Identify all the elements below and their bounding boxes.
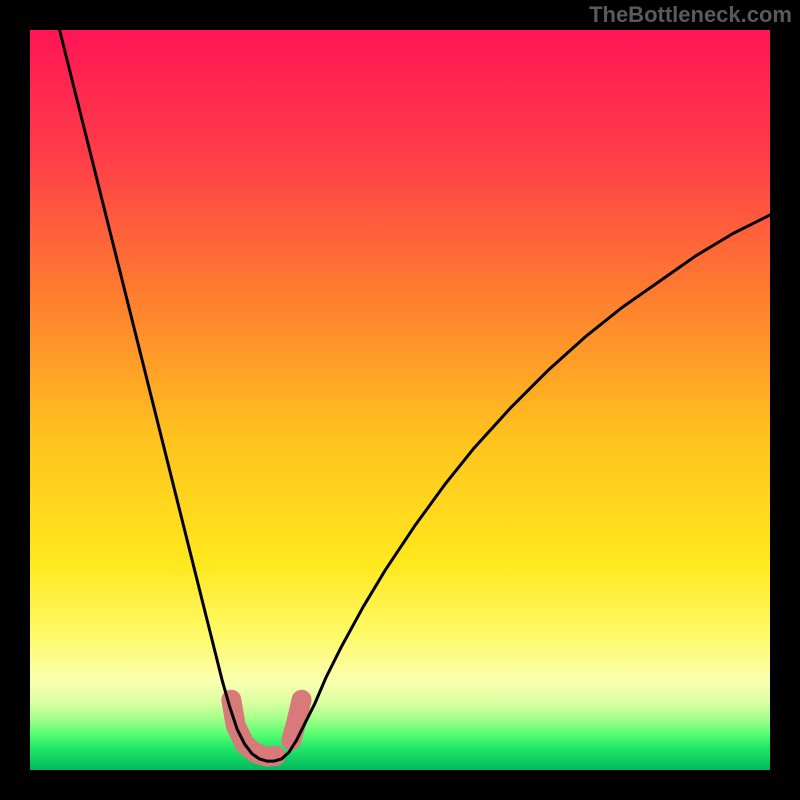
plot-area: [30, 30, 770, 770]
bottleneck-curve: [60, 30, 770, 761]
chart-svg: [30, 30, 770, 770]
canvas-outer: TheBottleneck.com: [0, 0, 800, 800]
watermark-text: TheBottleneck.com: [589, 2, 792, 28]
